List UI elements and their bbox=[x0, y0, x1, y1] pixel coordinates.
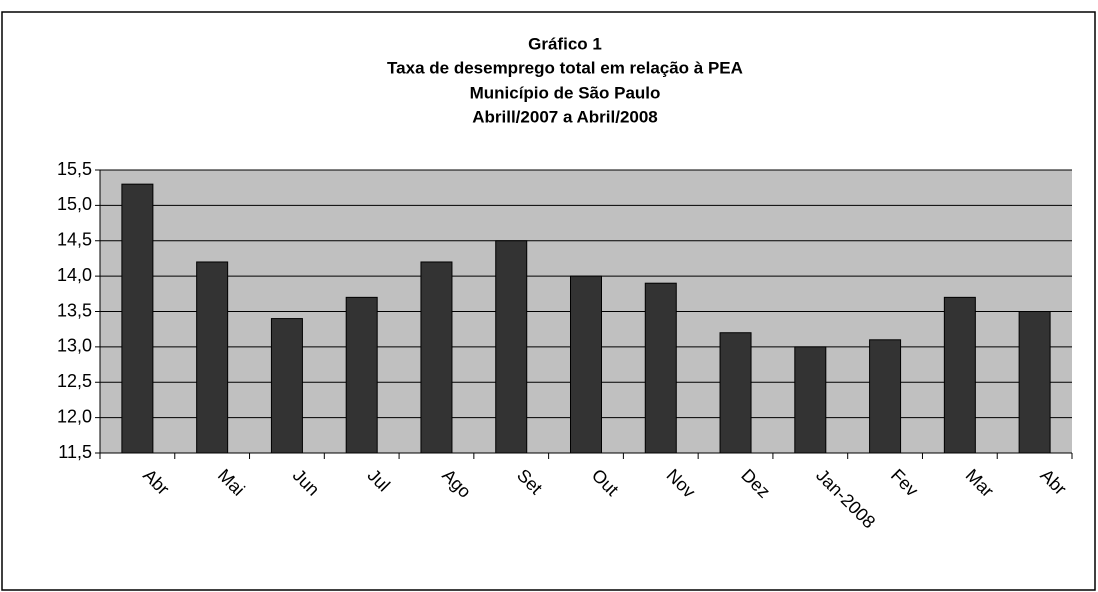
bar bbox=[794, 346, 827, 454]
y-tick-label: 11,5 bbox=[58, 442, 92, 462]
chart-subtitle: Taxa de desemprego total em relação à PE… bbox=[387, 58, 743, 77]
y-tick-label: 12,5 bbox=[57, 371, 92, 391]
bar bbox=[570, 275, 602, 454]
bar bbox=[420, 261, 453, 454]
chart-subtitle: Abrill/2007 a Abril/2008 bbox=[472, 107, 658, 126]
y-tick-label: 14,5 bbox=[57, 230, 92, 250]
y-tick-label: 15,0 bbox=[57, 194, 92, 214]
bar bbox=[345, 296, 378, 454]
chart-subtitle: Município de São Paulo bbox=[470, 83, 661, 102]
y-tick-label: 13,0 bbox=[57, 336, 92, 356]
bar bbox=[196, 261, 229, 454]
bar bbox=[1018, 311, 1051, 454]
bar bbox=[270, 318, 303, 454]
bar bbox=[869, 339, 902, 454]
bar bbox=[495, 240, 528, 454]
bar bbox=[121, 183, 154, 454]
bar bbox=[719, 332, 752, 454]
y-tick-label: 12,0 bbox=[57, 406, 92, 426]
y-tick-label: 13,5 bbox=[57, 300, 92, 320]
y-tick-label: 14,0 bbox=[57, 265, 92, 285]
y-tick-label: 15,5 bbox=[57, 159, 92, 179]
bar bbox=[644, 282, 677, 454]
chart-title: Gráfico 1 bbox=[528, 34, 602, 53]
bar bbox=[943, 296, 976, 454]
